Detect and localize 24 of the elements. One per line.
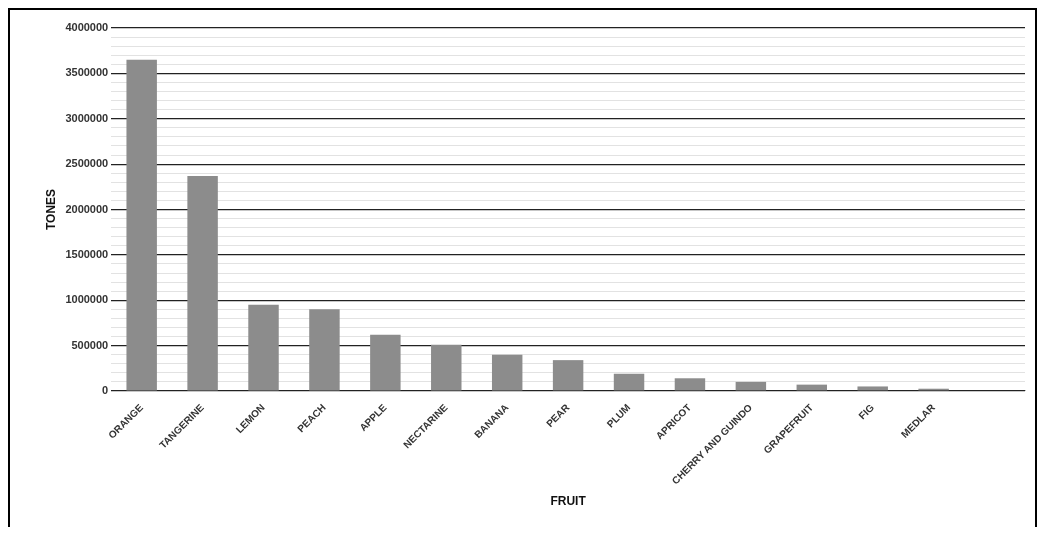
bar (309, 309, 340, 391)
y-tick-label: 3000000 (65, 111, 109, 124)
y-tick-label: 0 (102, 384, 109, 397)
y-axis-title: TONES (43, 188, 58, 231)
y-tick-label: 500000 (71, 338, 109, 351)
bar (735, 381, 767, 391)
bar (552, 360, 584, 391)
bar (491, 354, 523, 391)
y-tick-label: 1500000 (65, 247, 109, 260)
y-tick-label: 1000000 (65, 293, 109, 306)
x-axis-title: FRUIT (550, 494, 587, 509)
x-tick-label: FIG (856, 401, 877, 422)
bar (613, 373, 645, 391)
bar (370, 334, 401, 391)
bar (187, 175, 218, 391)
y-tick-label: 2500000 (65, 157, 109, 170)
y-tick-label: 3500000 (65, 66, 109, 79)
bar (431, 344, 462, 391)
bar (674, 378, 706, 391)
y-tick-label: 4000000 (65, 21, 109, 34)
bar (857, 386, 888, 391)
y-tick-label: 2000000 (65, 202, 109, 215)
bar (248, 304, 279, 391)
bar (126, 59, 157, 391)
